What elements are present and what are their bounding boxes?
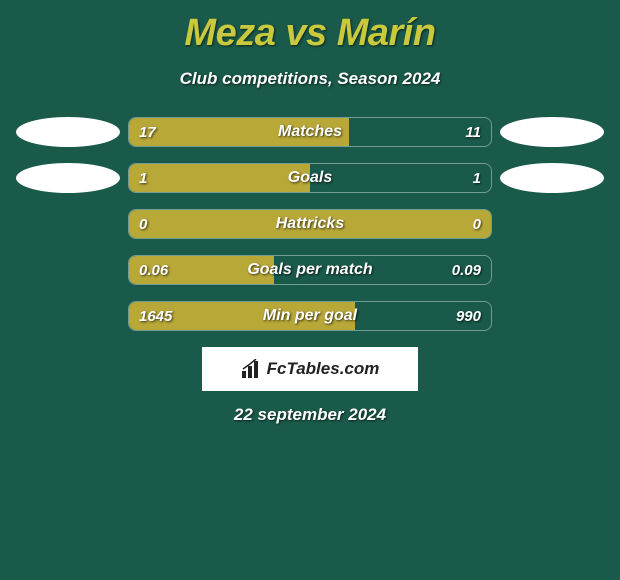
stat-label: Hattricks: [129, 210, 491, 238]
brand-box: FcTables.com: [202, 347, 418, 391]
subtitle: Club competitions, Season 2024: [0, 69, 620, 89]
stat-bar: 1711Matches: [128, 117, 492, 147]
stat-bar: 0.060.09Goals per match: [128, 255, 492, 285]
player-avatar-right: [500, 163, 604, 193]
stat-bar: 00Hattricks: [128, 209, 492, 239]
avatar-cell-right: [492, 163, 612, 193]
avatar-cell-left: [8, 209, 128, 239]
brand-text: FcTables.com: [267, 359, 380, 379]
player-avatar-right: [500, 117, 604, 147]
stat-label: Goals per match: [129, 256, 491, 284]
stat-label: Goals: [129, 164, 491, 192]
chart-icon: [241, 359, 263, 379]
avatar-cell-left: [8, 163, 128, 193]
player-avatar-left: [16, 163, 120, 193]
stat-bar: 11Goals: [128, 163, 492, 193]
stat-label: Min per goal: [129, 302, 491, 330]
avatar-cell-left: [8, 255, 128, 285]
avatar-cell-right: [492, 255, 612, 285]
avatar-cell-right: [492, 301, 612, 331]
stat-row: 1645990Min per goal: [8, 301, 612, 331]
player-avatar-left: [16, 117, 120, 147]
stat-label: Matches: [129, 118, 491, 146]
stat-bar: 1645990Min per goal: [128, 301, 492, 331]
stat-row: 0.060.09Goals per match: [8, 255, 612, 285]
avatar-cell-right: [492, 117, 612, 147]
avatar-cell-right: [492, 209, 612, 239]
stat-row: 11Goals: [8, 163, 612, 193]
date-text: 22 september 2024: [0, 405, 620, 425]
page-title: Meza vs Marín: [0, 0, 620, 55]
avatar-cell-left: [8, 301, 128, 331]
stat-row: 00Hattricks: [8, 209, 612, 239]
avatar-cell-left: [8, 117, 128, 147]
stat-row: 1711Matches: [8, 117, 612, 147]
stats-area: 1711Matches 11Goals 00Hattricks 0.060.09Goa…: [0, 117, 620, 331]
